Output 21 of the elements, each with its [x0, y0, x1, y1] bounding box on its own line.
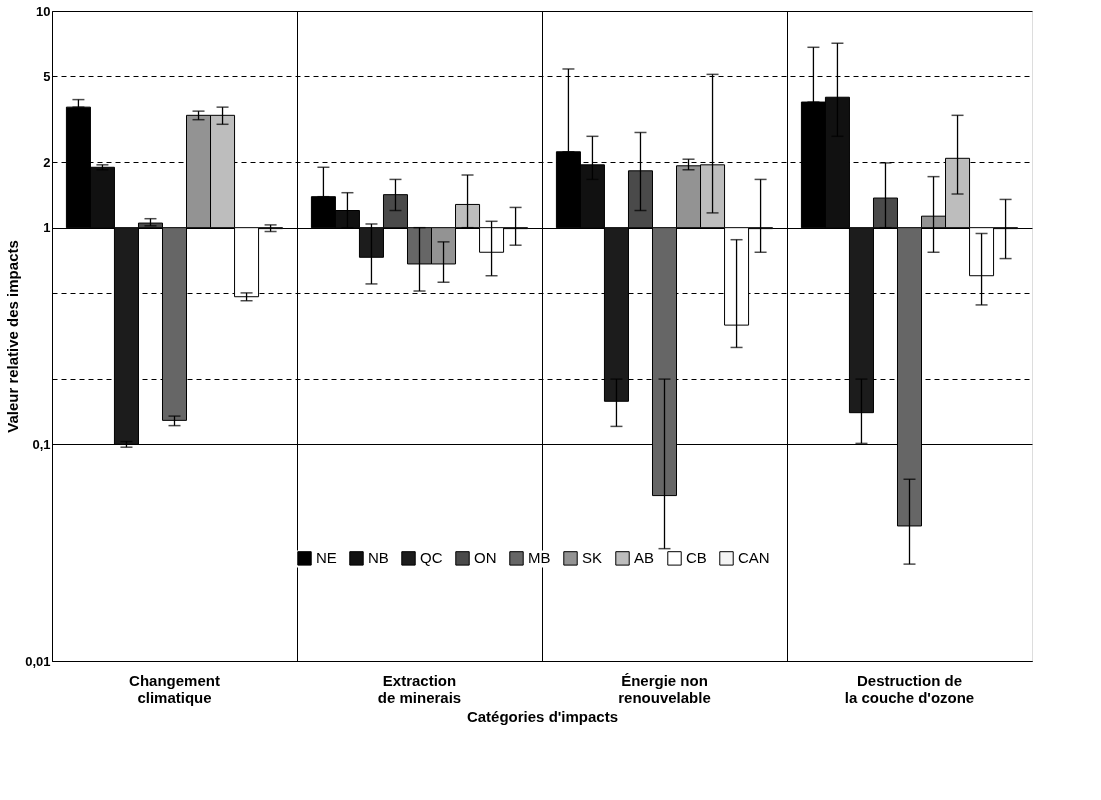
legend-label: CB [686, 549, 707, 567]
y-tick-label: 5 [43, 68, 51, 84]
y-axis-title: Valeur relative des impacts [4, 240, 22, 433]
legend-label: MB [528, 549, 551, 567]
x-tick-label: Énergie non renouvelable [618, 671, 711, 706]
y-tick-label: 0,1 [32, 436, 51, 452]
x-axis-title: Catégories d'impacts [466, 707, 619, 725]
legend-label: NB [368, 549, 389, 567]
y-tick-label: 0,01 [25, 653, 51, 669]
x-tick-label: Destruction de la couche d'ozone [844, 671, 975, 706]
y-tick-label: 1 [43, 220, 51, 236]
x-tick-label: Extraction de minerais [377, 671, 462, 706]
y-tick-label: 10 [36, 3, 51, 19]
legend-label: CAN [738, 549, 770, 567]
legend-label: NE [316, 549, 337, 567]
legend-label: QC [420, 549, 443, 567]
x-tick-label: Changement climatique [129, 671, 220, 706]
legend-label: SK [582, 549, 603, 567]
legend-label: ON [474, 549, 497, 567]
legend-label: AB [634, 549, 655, 567]
y-tick-label: 2 [43, 154, 51, 170]
